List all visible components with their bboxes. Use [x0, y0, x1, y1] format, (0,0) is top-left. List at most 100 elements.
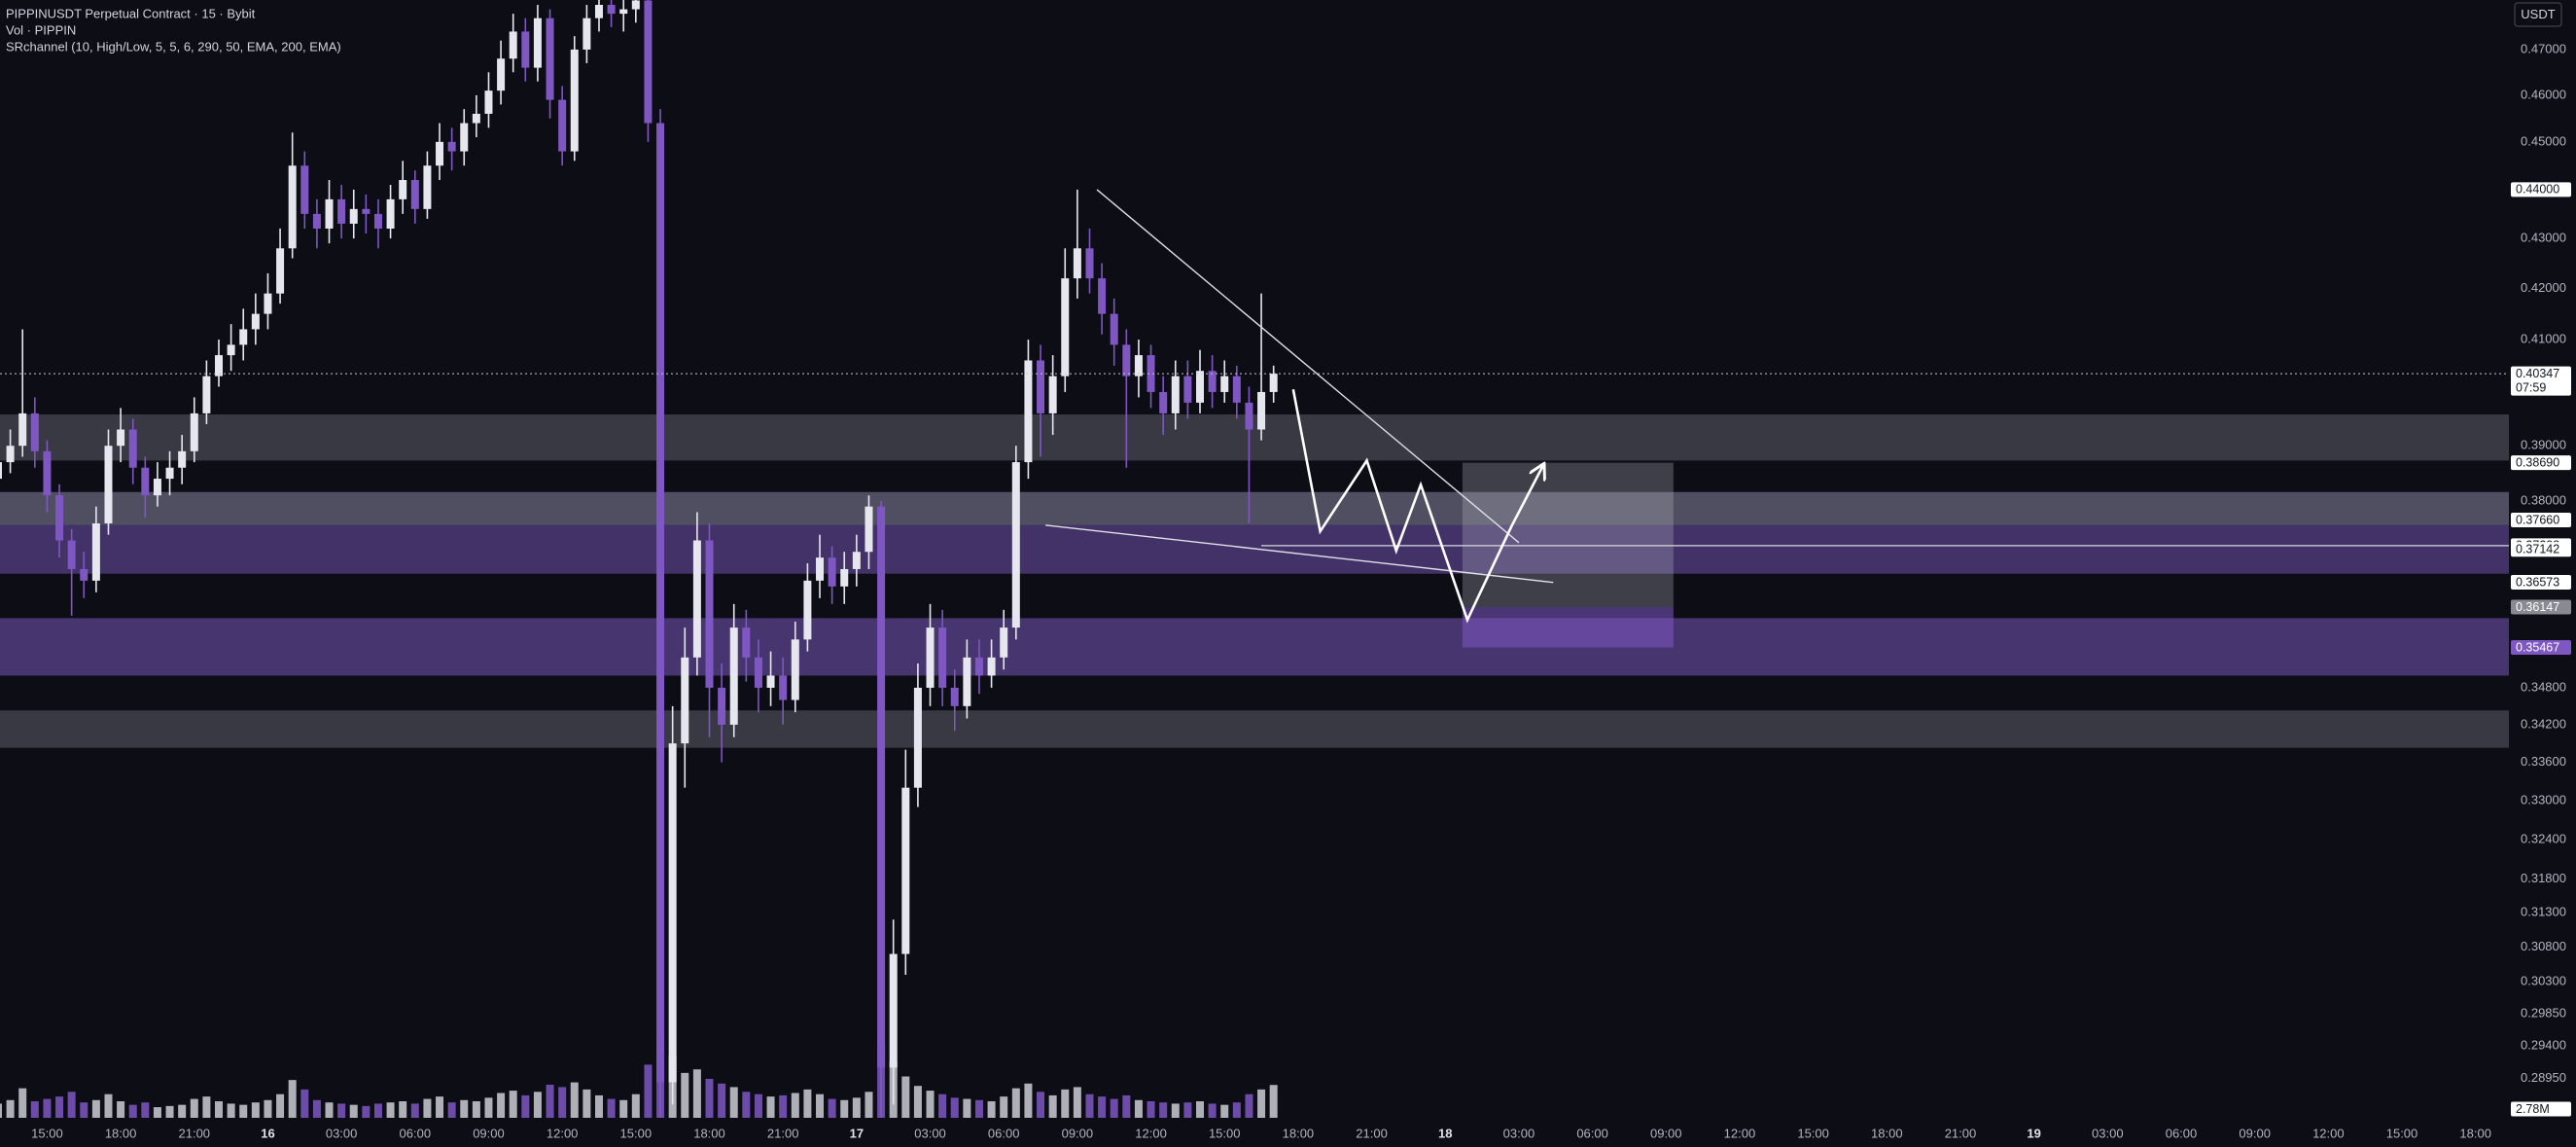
volume-bar: [6, 1099, 15, 1118]
price-tag: [2511, 574, 2571, 590]
volume-bar: [386, 1102, 395, 1118]
sr-zone: [0, 710, 2509, 748]
volume-bar: [312, 1099, 321, 1118]
volume-bar: [692, 1069, 701, 1118]
candle-body: [1061, 278, 1070, 376]
currency-button[interactable]: [2514, 2, 2562, 27]
volume-tag-label: 2.78M: [2516, 1102, 2550, 1116]
candle-body: [729, 627, 738, 725]
volume-bar: [202, 1096, 211, 1118]
candle-body: [1232, 376, 1241, 403]
candle-body: [349, 208, 358, 224]
volume-bar: [1061, 1089, 1070, 1118]
sr-zone: [0, 414, 2509, 461]
candle-body: [692, 540, 701, 658]
y-tick-label: 0.33600: [2521, 754, 2566, 769]
candle-body: [816, 557, 825, 581]
volume-bar: [582, 1089, 591, 1118]
volume-bar: [227, 1103, 235, 1118]
candle-body: [1159, 391, 1168, 413]
candle-body: [619, 9, 628, 15]
y-tick-label: 0.34200: [2521, 716, 2566, 731]
candle-body: [705, 540, 714, 688]
candle-body: [288, 165, 297, 249]
volume-bar: [1024, 1083, 1033, 1118]
candle-body: [718, 687, 726, 725]
volume-bar: [1110, 1098, 1118, 1118]
sr-zone: [0, 491, 2509, 525]
y-tick-label: 0.31800: [2521, 871, 2566, 885]
candle-body: [950, 687, 959, 706]
candle-body: [779, 675, 788, 700]
candle-body: [877, 506, 886, 1068]
candle-body: [6, 446, 15, 463]
x-tick-label: 17: [850, 1126, 864, 1140]
candle-body: [865, 506, 873, 553]
candle-body: [1183, 376, 1192, 403]
volume-bar: [521, 1094, 530, 1118]
price-tag: [2511, 366, 2571, 396]
volume-bar: [594, 1094, 603, 1118]
volume-bar: [779, 1094, 788, 1118]
candle-body: [91, 523, 100, 581]
plot-area: [0, 0, 2509, 1118]
candle-body: [803, 580, 812, 640]
x-tick-label: 15:00: [2386, 1126, 2418, 1140]
volume-bar: [828, 1098, 836, 1118]
y-tick-label: 0.41000: [2521, 332, 2566, 346]
price-tag-label: 0.35467: [2516, 640, 2559, 654]
candle-body: [128, 429, 137, 468]
volume-bar: [803, 1089, 812, 1118]
volume-bar: [153, 1107, 161, 1118]
price-tag: [2511, 639, 2571, 655]
candle-body: [509, 31, 517, 59]
volume-bar: [1098, 1096, 1107, 1118]
x-tick-label: 03:00: [914, 1126, 946, 1140]
y-tick-label: 0.33000: [2521, 792, 2566, 806]
volume-bar: [30, 1101, 39, 1118]
volume-bar: [1048, 1094, 1057, 1118]
candle-body: [1024, 360, 1033, 463]
volume-bar: [215, 1101, 224, 1118]
candle-body: [472, 113, 480, 124]
volume-bar: [1085, 1093, 1094, 1118]
candle-body: [43, 450, 52, 496]
price-tag: [2511, 455, 2571, 471]
currency-label[interactable]: USDT: [2521, 7, 2555, 21]
x-tick-label: 18: [1438, 1126, 1452, 1140]
candle-body: [178, 450, 187, 468]
volume-bar: [865, 1092, 873, 1118]
candle-body: [570, 49, 579, 152]
candle-body: [399, 180, 407, 199]
candle-body: [558, 99, 567, 152]
sr-zone: [0, 524, 2509, 574]
candle-body: [460, 123, 469, 152]
candle-body: [447, 141, 456, 152]
candle-body: [312, 213, 321, 229]
volume-bar: [558, 1087, 567, 1118]
candle-body: [337, 198, 346, 224]
x-tick-label: 16: [261, 1126, 274, 1140]
price-tag: [2511, 599, 2571, 615]
x-tick-label: 15:00: [31, 1126, 63, 1140]
volume-bar: [91, 1099, 100, 1118]
candle-body: [681, 657, 689, 744]
y-tick-label: 0.34800: [2521, 679, 2566, 694]
candle-body: [1208, 371, 1217, 392]
candle-body: [607, 4, 616, 15]
volume-bar: [1196, 1101, 1205, 1118]
volume-bar: [239, 1104, 248, 1118]
candle-body: [104, 446, 113, 524]
volume-bar: [1134, 1099, 1143, 1118]
candle-body: [828, 557, 836, 587]
candle-body: [386, 198, 395, 229]
price-tag-label: 0.40347: [2516, 367, 2559, 380]
candle-body: [436, 141, 444, 166]
candle-body: [852, 552, 861, 569]
candle-body: [0, 462, 2, 480]
volume-bar: [791, 1093, 799, 1118]
x-tick-label: 18:00: [2459, 1126, 2491, 1140]
volume-legend: Vol · PIPPIN: [6, 22, 76, 37]
